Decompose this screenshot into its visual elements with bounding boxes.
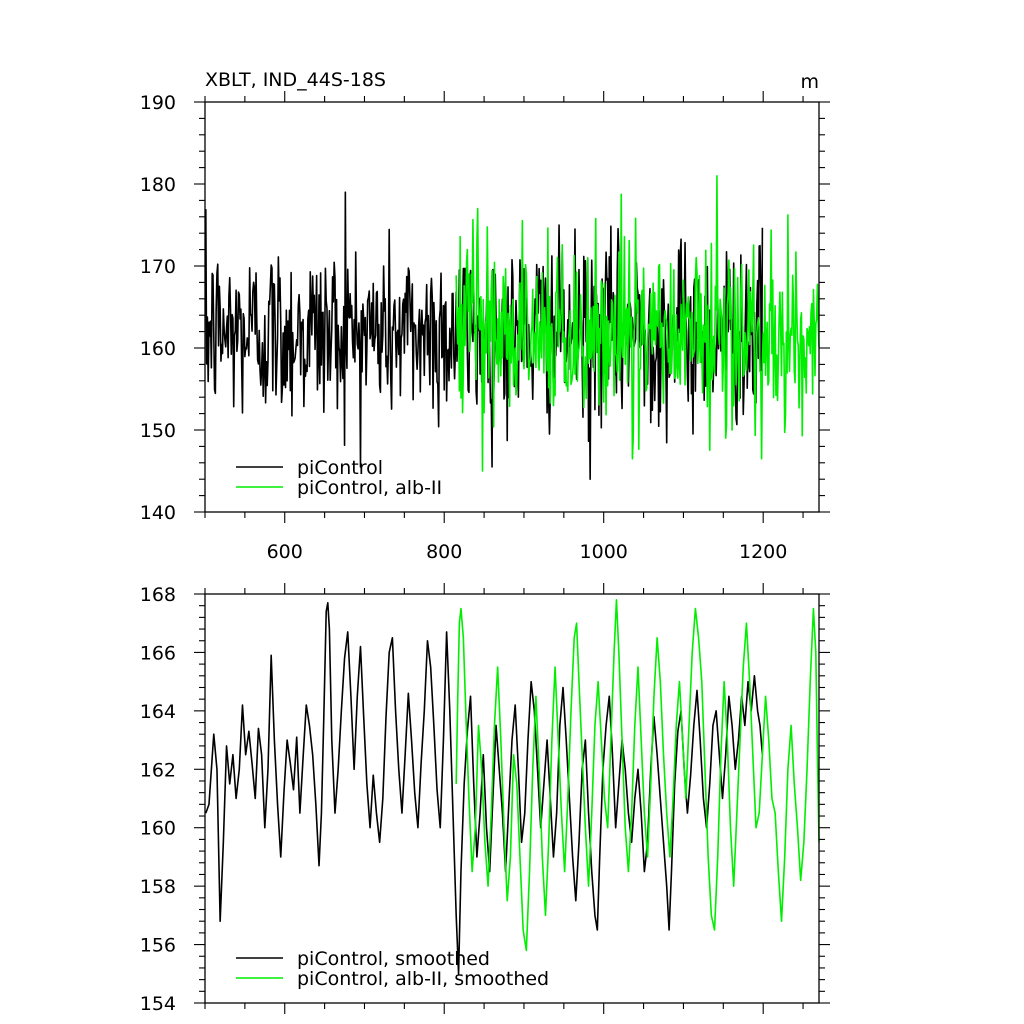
y-tick-label: 164 xyxy=(140,701,176,723)
y-tick-label: 168 xyxy=(140,584,176,606)
x-tick-label: 800 xyxy=(426,541,462,563)
top-axes: 600 800 1000 1200 140 150 160 170 180 190 xyxy=(140,91,830,563)
y-tick-label: 160 xyxy=(140,338,176,360)
y-tick-label: 160 xyxy=(140,818,176,840)
y-tick-label: 166 xyxy=(140,642,176,664)
units-label: m xyxy=(800,71,819,93)
top-series-layer xyxy=(205,175,820,480)
bottom-series-layer xyxy=(205,599,820,975)
legend-label: piControl, alb-II, smoothed xyxy=(297,968,549,990)
series-line-picontrol-smoothed xyxy=(205,601,764,975)
series-line-picontrol-alb-ii xyxy=(455,175,820,472)
y-tick-label: 158 xyxy=(140,876,176,898)
plot-frame xyxy=(204,593,820,1004)
y-tick-label: 150 xyxy=(140,420,176,442)
top-panel: XBLT, IND_44S-18S m 600 800 1000 1200 140 150… xyxy=(140,69,830,563)
plot-frame xyxy=(204,101,820,513)
y-tick-label: 156 xyxy=(140,935,176,957)
y-tick-label: 170 xyxy=(140,256,176,278)
legend-label: piControl, alb-II xyxy=(297,477,442,499)
series-line-picontrol-alb-ii-smoothed xyxy=(455,599,820,952)
bottom-panel: 154 156 158 160 162 164 166 168 piControl, smoo… xyxy=(140,583,830,1015)
legend-label: piControl, smoothed xyxy=(297,948,490,970)
x-tick-label: 1000 xyxy=(580,541,628,563)
y-tick-label: 190 xyxy=(140,92,176,114)
x-tick-label: 1200 xyxy=(739,541,787,563)
y-tick-label: 162 xyxy=(140,759,176,781)
y-tick-label: 140 xyxy=(140,502,176,524)
bottom-axes: 154 156 158 160 162 164 166 168 xyxy=(140,583,830,1015)
chart-title: XBLT, IND_44S-18S xyxy=(205,69,386,91)
y-tick-label: 180 xyxy=(140,174,176,196)
x-tick-label: 600 xyxy=(267,541,303,563)
legend-label: piControl xyxy=(297,457,383,479)
y-tick-label: 154 xyxy=(140,993,176,1015)
